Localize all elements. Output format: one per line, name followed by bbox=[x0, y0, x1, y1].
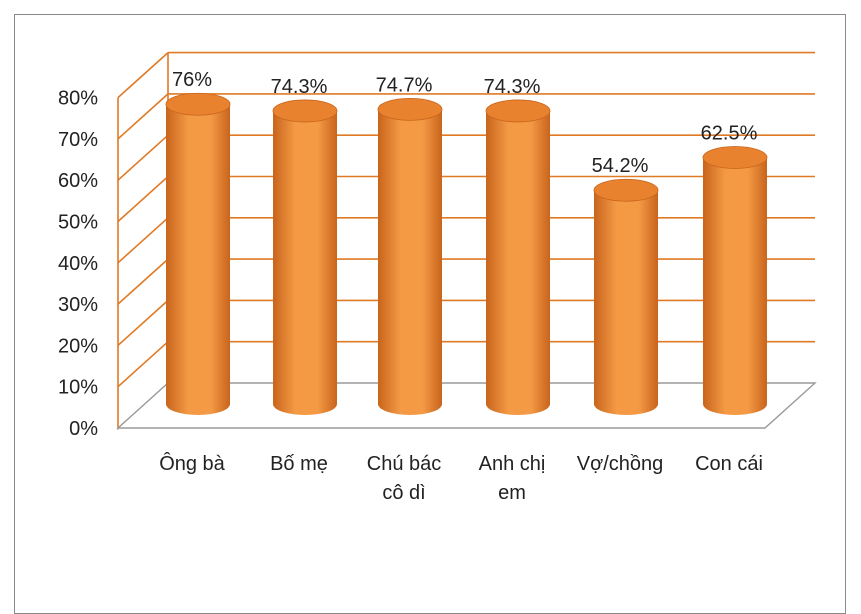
data-label: 76% bbox=[172, 69, 212, 91]
bar bbox=[165, 92, 231, 415]
gridline-side bbox=[117, 175, 169, 223]
bar-body bbox=[166, 104, 230, 415]
y-tick-label: 70% bbox=[58, 129, 98, 151]
x-tick-label: Chú bác bbox=[367, 453, 442, 475]
bar-top bbox=[165, 92, 231, 116]
bar-top bbox=[593, 178, 659, 202]
bar-body bbox=[703, 157, 767, 415]
x-tick-label: Con cái bbox=[695, 453, 763, 475]
x-tick-label: Bố mẹ bbox=[270, 453, 328, 475]
y-tick-label: 80% bbox=[58, 88, 98, 110]
gridline-side bbox=[117, 341, 169, 388]
bar bbox=[377, 97, 443, 415]
y-tick-label: 40% bbox=[58, 253, 98, 275]
gridline-side bbox=[117, 258, 169, 305]
y-tick-label: 20% bbox=[58, 335, 98, 357]
x-tick-label: em bbox=[498, 482, 526, 504]
gridline-side bbox=[117, 134, 169, 181]
bar-top bbox=[485, 99, 551, 123]
y-tick-label: 50% bbox=[58, 212, 98, 234]
y-tick-label: 0% bbox=[69, 418, 98, 440]
y-tick-label: 60% bbox=[58, 170, 98, 192]
bar bbox=[702, 146, 768, 415]
data-label: 54.2% bbox=[592, 155, 649, 177]
gridline-side bbox=[117, 299, 169, 346]
x-tick-label: Ông bà bbox=[159, 452, 225, 475]
x-tick-label: Vợ/chồng bbox=[577, 453, 664, 475]
x-tick-label: cô dì bbox=[382, 482, 425, 504]
bar bbox=[485, 99, 551, 416]
y-tick-label: 30% bbox=[58, 294, 98, 316]
data-label: 74.3% bbox=[271, 76, 328, 98]
y-tick-label: 10% bbox=[58, 377, 98, 399]
data-label: 74.7% bbox=[376, 74, 433, 96]
bar-top bbox=[377, 97, 443, 121]
data-label: 62.5% bbox=[701, 122, 758, 144]
bar-body bbox=[378, 109, 442, 415]
bar-chart: 0% 10% 20% 30% 40% 50% 60% 70% 80% 76% Ông bà 74.3%… bbox=[58, 51, 817, 504]
data-label: 74.3% bbox=[484, 76, 541, 98]
gridline-side bbox=[117, 93, 169, 140]
bar-top bbox=[702, 146, 768, 169]
bar-body bbox=[273, 110, 337, 416]
bar-top bbox=[272, 99, 338, 123]
bar-body bbox=[594, 190, 658, 415]
x-tick-label: Anh chị bbox=[479, 453, 546, 475]
gridline-side bbox=[117, 52, 169, 99]
bar bbox=[593, 178, 659, 415]
bar bbox=[272, 99, 338, 416]
gridline-side bbox=[117, 217, 169, 264]
bar-body bbox=[486, 110, 550, 416]
